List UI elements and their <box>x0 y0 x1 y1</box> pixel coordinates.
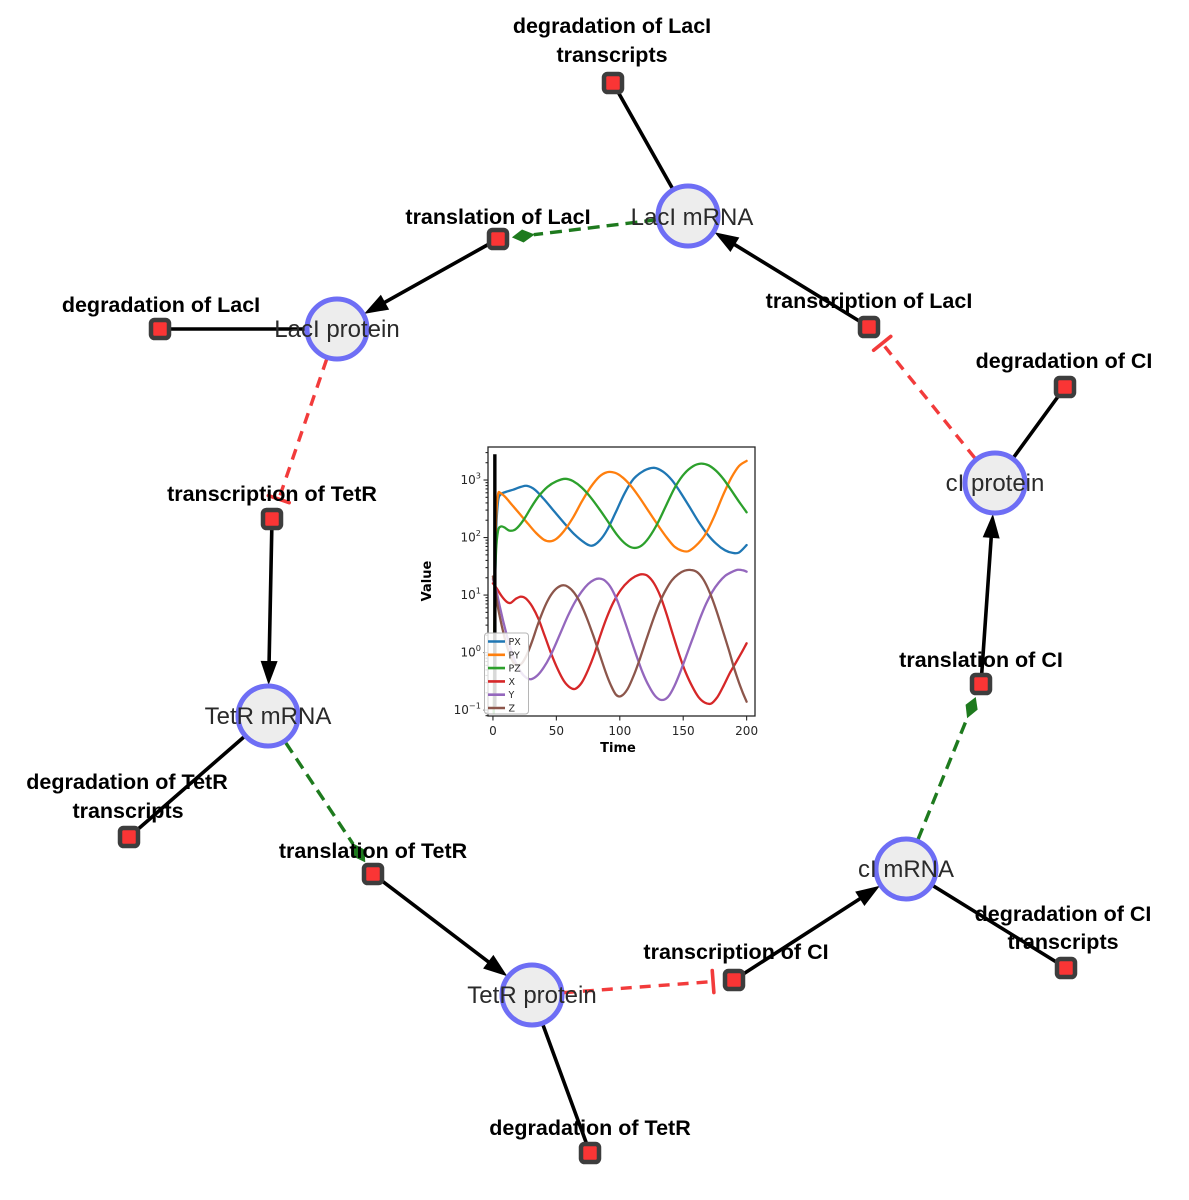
edge-modifier-laci_mrna-translation_laci <box>533 218 657 237</box>
legend-label-Y: Y <box>508 690 515 701</box>
chart-legend: PX PY PZ XYZ <box>484 632 529 715</box>
edge-inhibition-tetr_protein-transcription_ci-tbar <box>710 968 716 995</box>
edge-modifier-laci_mrna-translation_laci-diamond-head <box>511 229 535 243</box>
species-layer <box>235 183 1028 1028</box>
legend-frame <box>484 632 529 715</box>
legend-label-PX: PX <box>509 637 522 648</box>
edge-inhibition-tetr_protein-transcription_ci <box>563 980 710 995</box>
edge-modifier-tetr_mrna-translation_tetr <box>284 741 355 845</box>
reaction-label-deg-laci-transcripts-line2: transcripts <box>556 43 667 67</box>
edge-product-translation_tetr-tetr_protein <box>371 872 497 969</box>
chart-xlabel: Time <box>600 741 636 756</box>
reaction-label-transcription-laci: transcription of LacI <box>766 289 973 313</box>
chart-ticks: 0 50 100 150 200 10−1 100 101 102 103 <box>454 452 758 738</box>
species-node-laci-mrna <box>655 183 721 249</box>
species-label-tetr-mrna: TetR mRNA <box>205 703 332 730</box>
reaction-label-transcription-tetr: transcription of TetR <box>167 482 377 506</box>
reaction-layer <box>117 71 1078 1165</box>
reaction-node-translation-ci <box>969 672 993 696</box>
reaction-node-deg-laci-transcripts <box>601 71 625 95</box>
x-tick-label: 0 <box>489 724 497 738</box>
edge-product-transcription_laci-laci_mrna-arrowhead <box>714 232 740 252</box>
reaction-node-transcription-tetr <box>260 507 284 531</box>
chart-series-X <box>491 573 748 706</box>
edge-inhibition-laci_protein-transcription_tetr <box>278 358 329 496</box>
edge-product-transcription_ci-ci_mrna-arrowhead <box>855 885 880 906</box>
species-label-tetr-protein: TetR protein <box>467 982 596 1009</box>
species-label-ci-mrna: cI mRNA <box>858 856 954 883</box>
chart-plot-frame <box>487 446 756 717</box>
species-label-laci-mrna: LacI mRNA <box>631 204 754 231</box>
reaction-label-deg-laci-transcripts-line1: degradation of LacI <box>513 14 711 38</box>
reaction-label-translation-laci: translation of LacI <box>405 205 590 229</box>
edge-product-translation_tetr-tetr_protein-arrowhead <box>483 954 508 977</box>
y-tick-label: 102 <box>461 528 482 545</box>
edge-product-transcription_laci-laci_mrna <box>726 238 871 329</box>
reaction-label-deg-laci: degradation of LacI <box>62 293 260 317</box>
edge-modifier-ci_mrna-translation_ci <box>916 716 970 840</box>
label-layer: LacI mRNA LacI protein cI protein TetR m… <box>26 14 1152 1140</box>
edge-inhibition-ci_protein-transcription_laci <box>883 345 977 460</box>
reaction-label-deg-ci-transcripts-line2: transcripts <box>1007 930 1118 954</box>
x-tick-label: 150 <box>672 724 695 738</box>
species-node-laci-protein <box>304 296 370 362</box>
species-label-laci-protein: LacI protein <box>274 316 399 343</box>
chart-series-layer <box>491 459 748 714</box>
reaction-label-deg-tetr: degradation of TetR <box>489 1116 691 1140</box>
chart-series-PZ <box>492 462 748 714</box>
reaction-label-deg-tetr-transcripts-line2: transcripts <box>72 799 183 823</box>
edge-product-transcription_ci-ci_mrna <box>732 892 869 982</box>
reaction-node-deg-tetr <box>578 1141 602 1165</box>
legend-label-PY: PY <box>509 650 521 661</box>
species-node-tetr-protein <box>499 962 565 1028</box>
reaction-node-deg-tetr-transcripts <box>117 825 141 849</box>
reaction-node-translation-laci <box>486 227 510 251</box>
reaction-node-transcription-ci <box>722 968 746 992</box>
edge-product-translation_ci-ci_protein-arrowhead <box>982 513 1000 539</box>
reaction-node-deg-laci <box>148 317 172 341</box>
edge-product-transcription_tetr-tetr_mrna <box>267 517 274 671</box>
reaction-label-deg-ci: degradation of CI <box>976 349 1153 373</box>
edge-product-translation_ci-ci_protein <box>979 528 994 686</box>
edge-product-translation_laci-laci_protein <box>376 237 500 308</box>
chart-series-PY <box>492 459 748 714</box>
species-node-ci-protein <box>962 450 1028 516</box>
y-tick-label: 103 <box>461 471 482 488</box>
reaction-label-translation-ci: translation of CI <box>899 648 1063 672</box>
edge-layer <box>127 81 1068 1155</box>
chart-ylabel: Value <box>420 560 435 601</box>
x-tick-label: 100 <box>608 724 631 738</box>
species-label-ci-protein: cI protein <box>946 470 1045 497</box>
reaction-node-translation-tetr <box>361 862 385 886</box>
y-tick-label: 10−1 <box>454 701 481 718</box>
species-node-ci-mrna <box>873 836 939 902</box>
reaction-label-deg-ci-transcripts-line1: degradation of CI <box>975 902 1152 926</box>
x-tick-label: 200 <box>735 724 758 738</box>
y-tick-label: 101 <box>461 586 482 603</box>
edge-product-transcription_tetr-tetr_mrna-arrowhead <box>260 660 278 686</box>
edge-inhibition-ci_protein-transcription_laci-tbar <box>871 334 893 353</box>
chart-series-PX <box>492 466 748 714</box>
reaction-label-transcription-ci: transcription of CI <box>643 940 828 964</box>
reaction-node-deg-ci-transcripts <box>1054 956 1078 980</box>
reaction-label-translation-tetr: translation of TetR <box>279 839 468 863</box>
edge-modifier-ci_mrna-translation_ci-diamond-head <box>965 696 978 719</box>
legend-label-PZ: PZ <box>509 664 522 675</box>
timecourse-chart: 0 50 100 150 200 10−1 100 101 102 103 PX PY PZ XYZ T… <box>420 446 758 756</box>
reaction-node-transcription-laci <box>857 315 881 339</box>
reaction-node-deg-ci <box>1053 375 1077 399</box>
legend-label-Z: Z <box>509 704 516 715</box>
species-node-tetr-mrna <box>235 683 301 749</box>
x-tick-label: 50 <box>549 724 564 738</box>
legend-label-X: X <box>509 677 516 688</box>
edge-modifier-tetr_mrna-translation_tetr-diamond-head <box>352 843 366 863</box>
edge-product-translation_laci-laci_protein-arrowhead <box>364 294 390 314</box>
y-tick-label: 100 <box>461 643 482 660</box>
reaction-label-deg-tetr-transcripts-line1: degradation of TetR <box>26 770 228 794</box>
edge-inhibition-laci_protein-transcription_tetr-tbar <box>266 493 292 505</box>
